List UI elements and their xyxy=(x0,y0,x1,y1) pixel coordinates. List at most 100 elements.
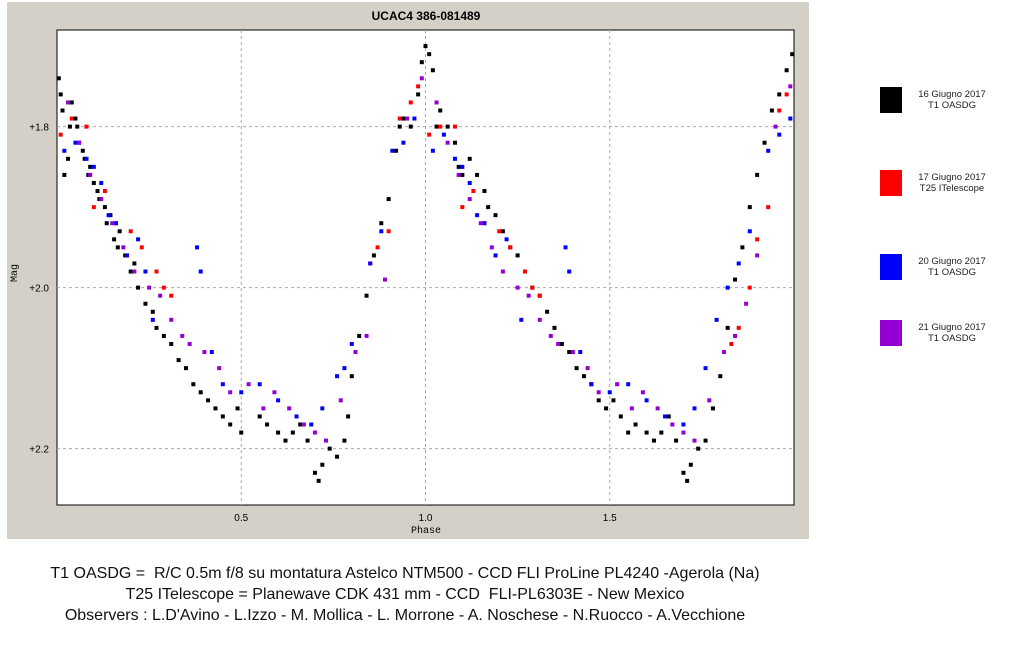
data-point xyxy=(777,92,782,97)
data-point xyxy=(434,100,439,105)
data-point xyxy=(460,164,465,169)
data-point xyxy=(346,414,351,419)
data-point xyxy=(441,132,446,137)
data-point xyxy=(349,374,354,379)
data-point xyxy=(56,76,61,81)
data-point xyxy=(206,398,211,403)
data-point xyxy=(368,261,373,266)
data-point xyxy=(401,116,406,121)
data-point xyxy=(246,382,251,387)
data-point xyxy=(762,140,767,145)
data-point xyxy=(316,478,321,483)
data-point xyxy=(379,221,384,226)
data-point xyxy=(335,454,340,459)
data-point xyxy=(736,325,741,330)
data-point xyxy=(235,406,240,411)
data-point xyxy=(515,253,520,258)
data-point xyxy=(405,116,410,121)
data-point xyxy=(688,462,693,467)
legend-telescope: T1 OASDG xyxy=(927,333,977,344)
data-point xyxy=(169,317,174,322)
data-point xyxy=(73,140,78,145)
data-point xyxy=(143,301,148,306)
data-point xyxy=(500,229,505,234)
data-point xyxy=(102,205,107,210)
data-point xyxy=(375,245,380,250)
data-point xyxy=(58,92,63,97)
data-point xyxy=(596,390,601,395)
data-point xyxy=(747,229,752,234)
data-point xyxy=(740,245,745,250)
data-point xyxy=(294,414,299,419)
data-point xyxy=(154,325,159,330)
data-point xyxy=(283,438,288,443)
data-point xyxy=(110,221,115,226)
data-point xyxy=(626,382,631,387)
data-point xyxy=(73,116,78,121)
data-point xyxy=(460,205,465,210)
data-point xyxy=(681,422,686,427)
data-point xyxy=(239,390,244,395)
data-point xyxy=(522,269,527,274)
data-point xyxy=(312,430,317,435)
x-tick-label: 1.0 xyxy=(419,513,433,524)
data-point xyxy=(486,205,491,210)
data-point xyxy=(456,164,461,169)
data-point xyxy=(84,156,89,161)
data-point xyxy=(382,277,387,282)
data-point xyxy=(681,430,686,435)
data-point xyxy=(452,140,457,145)
data-points xyxy=(56,44,795,483)
data-point xyxy=(408,124,413,129)
data-point xyxy=(154,269,159,274)
data-point xyxy=(515,285,520,290)
legend-swatch xyxy=(880,87,902,113)
data-point xyxy=(581,374,586,379)
data-point xyxy=(338,398,343,403)
legend-swatch xyxy=(880,254,902,280)
legend-item-16-giugno: 16 Giugno 2017 T1 OASDG xyxy=(880,87,1000,117)
data-point xyxy=(475,213,480,218)
data-point xyxy=(467,197,472,202)
legend-date: 20 Giugno 2017 xyxy=(918,256,986,267)
data-point xyxy=(91,180,96,185)
data-point xyxy=(423,44,428,49)
data-point xyxy=(475,172,480,177)
y-tick-label: +2.0 xyxy=(29,284,49,295)
data-point xyxy=(113,221,118,226)
data-point xyxy=(115,245,120,250)
data-point xyxy=(685,478,690,483)
data-point xyxy=(755,172,760,177)
data-point xyxy=(427,52,432,57)
data-point xyxy=(147,285,152,290)
data-point xyxy=(497,229,502,234)
light-curve-chart: UCAC4 386-081489 0.5 1.0 1.5 +1.8 +2.0 +2.2 P… xyxy=(10,9,795,537)
data-point xyxy=(578,350,583,355)
legend-item-17-giugno: 17 Giugno 2017 T25 ITelescope xyxy=(880,170,1000,200)
legend-date: 21 Giugno 2017 xyxy=(918,322,986,333)
caption-line-t1: T1 OASDG = R/C 0.5m f/8 su montatura Ast… xyxy=(50,565,760,582)
data-point xyxy=(714,317,719,322)
data-point xyxy=(125,253,130,258)
data-point xyxy=(198,269,203,274)
caption: T1 OASDG = R/C 0.5m f/8 su montatura Ast… xyxy=(0,563,810,626)
data-point xyxy=(176,358,181,363)
data-point xyxy=(430,148,435,153)
data-point xyxy=(790,52,795,57)
data-point xyxy=(611,398,616,403)
data-point xyxy=(747,205,752,210)
data-point xyxy=(788,84,793,89)
data-point xyxy=(276,430,281,435)
data-point xyxy=(80,148,85,153)
data-point xyxy=(493,253,498,258)
data-point xyxy=(769,108,774,113)
data-point xyxy=(364,293,369,298)
data-point xyxy=(335,374,340,379)
data-point xyxy=(519,317,524,322)
grid-lines xyxy=(57,30,794,505)
data-point xyxy=(644,430,649,435)
data-point xyxy=(320,406,325,411)
data-point xyxy=(427,132,432,137)
data-point xyxy=(438,124,443,129)
data-point xyxy=(659,430,664,435)
